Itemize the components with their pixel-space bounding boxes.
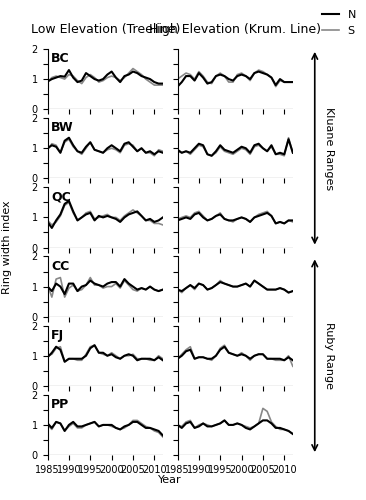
Text: Year: Year	[158, 475, 182, 485]
Text: Kluane Ranges: Kluane Ranges	[324, 106, 335, 190]
Text: High Elevation (Krum. Line): High Elevation (Krum. Line)	[149, 23, 321, 36]
Text: Low Elevation (Treeline): Low Elevation (Treeline)	[30, 23, 180, 36]
Text: BW: BW	[51, 121, 74, 134]
Text: PP: PP	[51, 398, 69, 411]
Text: FJ: FJ	[51, 328, 64, 342]
Legend: N, S: N, S	[318, 6, 361, 40]
Text: QC: QC	[51, 190, 71, 203]
Text: Ring width index: Ring width index	[2, 200, 12, 294]
Text: BC: BC	[51, 52, 70, 65]
Text: CC: CC	[51, 260, 69, 272]
Text: Ruby Range: Ruby Range	[324, 322, 335, 389]
